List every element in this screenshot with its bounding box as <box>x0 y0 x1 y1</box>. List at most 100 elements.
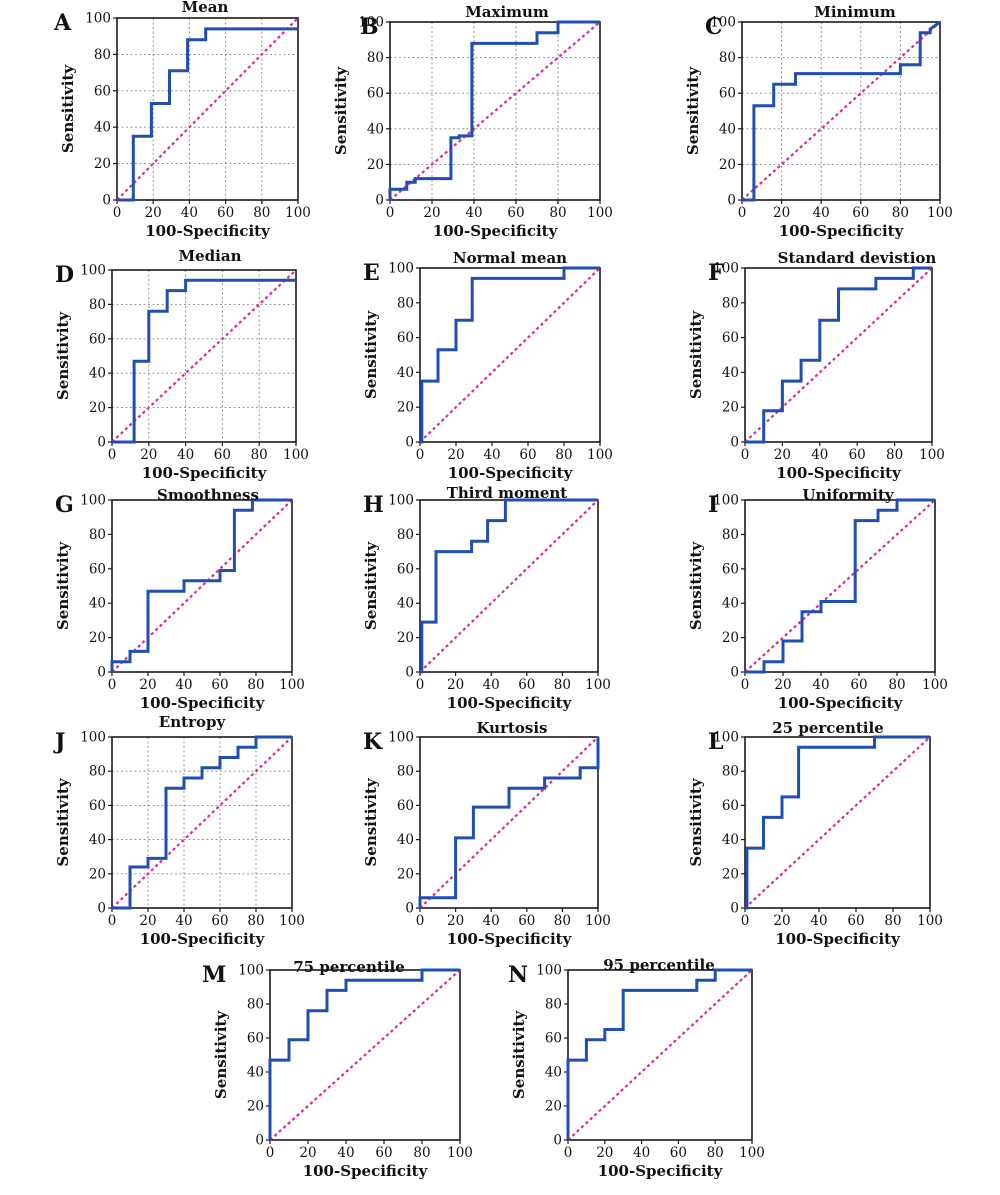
y-tick-label: 40 <box>94 120 111 136</box>
panel-title: 25 percentile <box>772 719 883 737</box>
x-tick-label: 40 <box>811 447 828 463</box>
y-tick-label: 60 <box>89 798 106 814</box>
panel-title: Kurtosis <box>476 719 547 737</box>
x-tick-label: 20 <box>447 677 464 693</box>
y-axis-label: Sensitivity <box>332 66 350 155</box>
y-tick-label: 60 <box>722 330 739 346</box>
y-tick-label: 40 <box>722 596 739 612</box>
y-tick-label: 80 <box>722 527 739 543</box>
y-tick-label: 60 <box>367 86 384 102</box>
x-tick-label: 60 <box>211 913 228 929</box>
y-tick-label: 40 <box>397 365 414 381</box>
x-tick-label: 0 <box>416 447 425 463</box>
y-tick-label: 20 <box>247 1099 264 1115</box>
y-tick-label: 80 <box>397 295 414 311</box>
x-axis-label: 100-Specificity <box>775 930 901 948</box>
y-tick-label: 20 <box>94 156 111 172</box>
y-tick-label: 20 <box>367 157 384 173</box>
plot-frame <box>744 736 931 909</box>
reference-diagonal <box>116 17 299 201</box>
plot-frame <box>567 969 753 1141</box>
roc-curve <box>566 968 752 1140</box>
roc-panel-a: 0 20 40 60 80 100 0 20 40 60 80 100 A Mean 100-Specifi… <box>53 0 311 240</box>
y-axis-label: Sensitivity <box>362 541 380 630</box>
x-axis-label: 100-Specificity <box>140 694 266 712</box>
y-tick-label: 40 <box>722 365 739 381</box>
y-tick-label: 40 <box>397 832 414 848</box>
x-tick-label: 40 <box>483 447 500 463</box>
y-tick-label: 0 <box>727 193 736 209</box>
x-tick-label: 20 <box>139 913 156 929</box>
reference-diagonal <box>744 499 936 673</box>
panel-title: Maximum <box>465 3 549 21</box>
y-tick-label: 0 <box>255 1133 264 1149</box>
y-tick-label: 60 <box>89 561 106 577</box>
y-tick-label: 20 <box>722 866 739 882</box>
reference-diagonal <box>419 267 601 443</box>
x-tick-label: 40 <box>181 205 198 221</box>
y-tick-label: 40 <box>367 121 384 137</box>
x-tick-label: 40 <box>810 913 827 929</box>
x-tick-label: 20 <box>773 913 790 929</box>
x-tick-label: 100 <box>927 205 953 221</box>
roc-panel-k: 0 20 40 60 80 100 0 20 40 60 80 100 K Kurtosis 100-Spe… <box>362 719 611 948</box>
reference-diagonal <box>744 267 933 443</box>
x-tick-label: 20 <box>596 1145 613 1161</box>
reference-diagonal <box>111 499 293 673</box>
x-tick-label: 100 <box>919 447 945 463</box>
panel-letter: E <box>363 260 380 286</box>
x-tick-label: 20 <box>140 447 157 463</box>
y-tick-label: 80 <box>89 297 106 313</box>
y-tick-label: 0 <box>730 665 739 681</box>
x-tick-label: 80 <box>247 677 264 693</box>
plot-frame <box>744 267 933 443</box>
y-tick-label: 100 <box>713 730 739 746</box>
y-tick-label: 40 <box>545 1065 562 1081</box>
y-tick-label: 0 <box>405 665 414 681</box>
y-tick-label: 60 <box>397 798 414 814</box>
y-tick-label: 80 <box>89 764 106 780</box>
x-tick-label: 0 <box>266 1145 275 1161</box>
x-axis-label: 100-Specificity <box>303 1162 429 1180</box>
panel-letter: F <box>708 260 724 286</box>
plot-frame <box>111 269 297 443</box>
x-tick-label: 80 <box>253 205 270 221</box>
y-tick-label: 0 <box>97 435 106 451</box>
y-tick-label: 0 <box>375 193 384 209</box>
y-tick-label: 0 <box>553 1133 562 1149</box>
x-tick-label: 80 <box>413 1145 430 1161</box>
x-tick-label: 60 <box>507 205 524 221</box>
y-tick-label: 40 <box>247 1065 264 1081</box>
roc-curve <box>117 27 298 202</box>
x-tick-label: 20 <box>299 1145 316 1161</box>
x-tick-label: 0 <box>738 205 747 221</box>
x-tick-label: 100 <box>739 1145 765 1161</box>
y-tick-label: 60 <box>719 86 736 102</box>
x-tick-label: 60 <box>670 1145 687 1161</box>
x-tick-label: 60 <box>375 1145 392 1161</box>
x-tick-label: 100 <box>285 205 311 221</box>
x-tick-label: 80 <box>886 447 903 463</box>
y-tick-label: 80 <box>722 764 739 780</box>
roc-curve <box>745 266 932 444</box>
y-tick-label: 0 <box>97 665 106 681</box>
reference-diagonal <box>389 21 601 201</box>
x-tick-label: 40 <box>633 1145 650 1161</box>
y-tick-label: 80 <box>397 764 414 780</box>
x-tick-label: 80 <box>549 205 566 221</box>
panel-letter: I <box>708 492 718 518</box>
y-axis-label: Sensitivity <box>510 1010 528 1099</box>
x-tick-label: 40 <box>483 913 500 929</box>
x-tick-label: 0 <box>741 913 750 929</box>
x-tick-label: 80 <box>251 447 268 463</box>
y-tick-label: 20 <box>89 630 106 646</box>
y-tick-label: 20 <box>722 400 739 416</box>
panel-letter: G <box>55 492 74 518</box>
x-axis-label: 100-Specificity <box>778 694 904 712</box>
x-tick-label: 60 <box>852 205 869 221</box>
roc-panel-g: 0 20 40 60 80 100 0 20 40 60 80 100 G Smoothness 100-S… <box>54 486 305 712</box>
x-tick-label: 40 <box>812 677 829 693</box>
panel-letter: D <box>55 262 74 288</box>
reference-diagonal <box>741 21 941 201</box>
x-tick-label: 80 <box>554 913 571 929</box>
